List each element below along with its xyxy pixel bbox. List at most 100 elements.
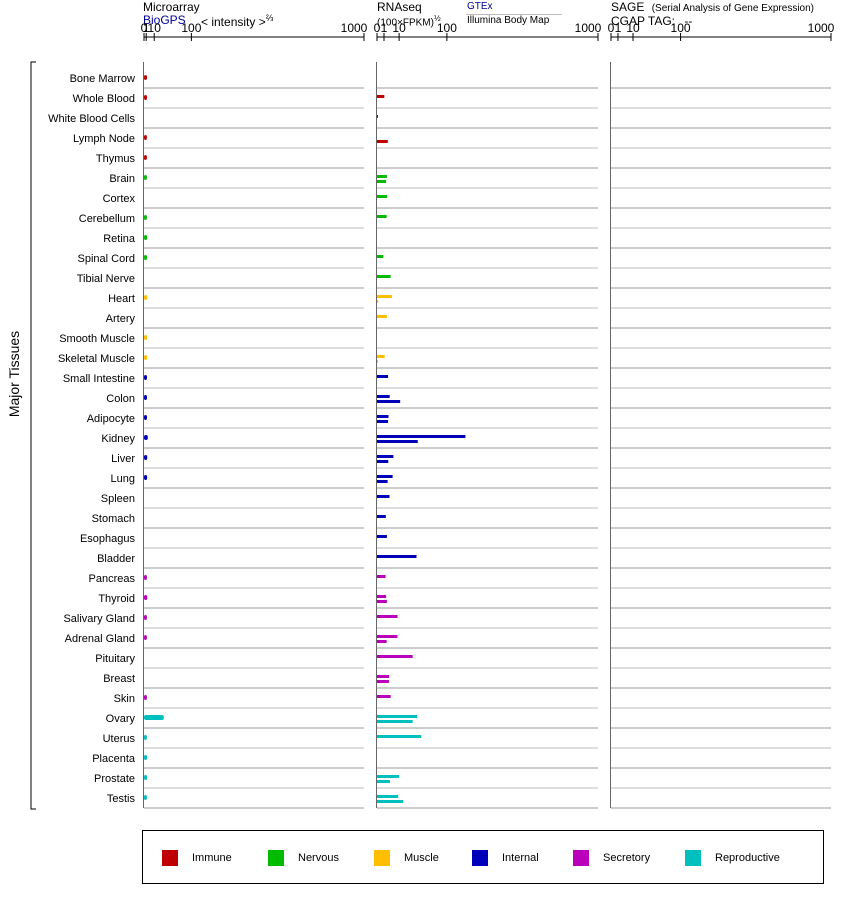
gtex-bar-whole-blood <box>377 95 385 98</box>
gtex-bar-kidney <box>377 435 466 438</box>
legend-swatch-internal <box>472 850 488 866</box>
microarray-bar-whole-blood <box>144 95 148 100</box>
tissue-label-skeletal-muscle: Skeletal Muscle <box>58 353 135 365</box>
tissue-label-white-blood-cells: White Blood Cells <box>48 113 135 125</box>
microarray-bar-bone-marrow <box>144 75 148 80</box>
tissue-label-bone-marrow: Bone Marrow <box>70 73 135 85</box>
gtex-bar-testis <box>377 795 399 798</box>
microarray-bar-small-intestine <box>144 375 148 380</box>
rnaseq-tick-label-1: 1 <box>381 21 388 35</box>
gtex-bar-tibial-nerve <box>377 275 391 278</box>
sage-text: SAGE <box>611 0 645 14</box>
illumina-bar-heart <box>377 300 379 303</box>
cgap-tag: CGAP TAG: -- <box>611 14 692 28</box>
microarray-bar-ovary <box>144 715 164 720</box>
microarray-bar-colon <box>144 395 148 400</box>
tissue-label-retina: Retina <box>103 233 136 245</box>
tissue-label-brain: Brain <box>109 173 135 185</box>
microarray-bar-skin <box>144 695 147 700</box>
biogps-link[interactable]: BioGPS <box>143 13 186 27</box>
tissue-label-liver: Liver <box>111 453 135 465</box>
tissue-label-cerebellum: Cerebellum <box>79 213 135 225</box>
illumina-label: Illumina Body Map <box>467 15 550 26</box>
legend-label-secretory: Secretory <box>603 852 651 864</box>
gtex-bar-cerebellum <box>377 215 387 218</box>
gtex-bar-spinal-cord <box>377 255 384 258</box>
intensity-exponent: ⅔ <box>265 13 274 23</box>
sage-tick-label-1: 1 <box>615 21 622 35</box>
gtex-bar-skin <box>377 695 391 698</box>
illumina-bar-kidney <box>377 440 418 443</box>
tissue-label-placenta: Placenta <box>92 753 136 765</box>
gtex-bar-small-intestine <box>377 375 389 378</box>
illumina-bar-colon <box>377 400 401 403</box>
tissue-label-kidney: Kidney <box>101 433 135 445</box>
gtex-bar-white-blood-cells <box>377 115 378 118</box>
intensity-label: < intensity >⅔ <box>201 13 273 29</box>
microarray-bar-lung <box>144 475 148 480</box>
microarray-bar-heart <box>144 295 148 300</box>
illumina-bar-ovary <box>377 720 413 723</box>
sage-tick-label-0: 0 <box>608 21 615 35</box>
sage-tick-label-4: 1000 <box>808 21 835 35</box>
sage-tick-label-2: 10 <box>626 21 640 35</box>
tissue-label-breast: Breast <box>103 673 135 685</box>
microarray-bar-liver <box>144 455 148 460</box>
microarray-bar-salivary-gland <box>144 615 147 620</box>
legend: Immune Nervous Muscle Internal Secretory Repr… <box>142 830 824 884</box>
gtex-bar-pituitary <box>377 655 413 658</box>
microarray-title: Microarray <box>143 0 200 14</box>
microarray-bar-kidney <box>144 435 148 440</box>
tissue-label-ovary: Ovary <box>106 713 136 725</box>
tissue-label-stomach: Stomach <box>92 513 135 525</box>
gtex-link[interactable]: GTEx <box>467 1 493 12</box>
microarray-bar-spinal-cord <box>144 255 148 260</box>
tissue-label-heart: Heart <box>108 293 135 305</box>
cgap-value: -- <box>684 14 693 28</box>
microarray-bar-cerebellum <box>144 215 147 220</box>
rnaseq-title: RNAseq <box>377 0 422 14</box>
y-axis-bracket <box>30 61 36 810</box>
tissue-label-artery: Artery <box>106 313 136 325</box>
illumina-bar-prostate <box>377 780 390 783</box>
microarray-bar-adipocyte <box>144 415 148 420</box>
sage-title: SAGE (Serial Analysis of Gene Expression… <box>611 0 814 14</box>
microarray-bar-brain <box>144 175 147 180</box>
gtex-bar-lung <box>377 475 393 478</box>
illumina-bar-thyroid <box>377 600 387 603</box>
gtex-bar-heart <box>377 295 392 298</box>
legend-swatch-immune <box>162 850 178 866</box>
tissue-label-pituitary: Pituitary <box>95 653 135 665</box>
tissue-label-smooth-muscle: Smooth Muscle <box>59 333 135 345</box>
tissue-label-small-intestine: Small Intestine <box>63 373 135 385</box>
tissue-label-uterus: Uterus <box>103 733 136 745</box>
gtex-bar-spleen <box>377 495 390 498</box>
intensity-text: < intensity > <box>201 15 266 29</box>
illumina-bar-brain <box>377 180 387 183</box>
microarray-bar-placenta <box>144 755 148 760</box>
illumina-bar-lymph-node <box>377 140 388 143</box>
microarray-bar-pancreas <box>144 575 147 580</box>
microarray-tick-label-4: 1000 <box>341 21 368 35</box>
microarray-bar-thymus <box>144 155 147 160</box>
legend-swatch-secretory <box>573 850 589 866</box>
illumina-bar-liver <box>377 460 389 463</box>
gtex-bar-prostate <box>377 775 400 778</box>
tissue-label-spleen: Spleen <box>101 493 135 505</box>
legend-label-internal: Internal <box>502 852 539 864</box>
rnaseq-tick-label-2: 10 <box>392 21 406 35</box>
microarray-bar-smooth-muscle <box>144 335 148 340</box>
gtex-bar-cortex <box>377 195 388 198</box>
legend-swatch-reproductive <box>685 850 701 866</box>
tissue-label-colon: Colon <box>106 393 135 405</box>
legend-label-muscle: Muscle <box>404 852 439 864</box>
legend-label-nervous: Nervous <box>298 852 339 864</box>
gtex-bar-artery <box>377 315 387 318</box>
microarray-bar-skeletal-muscle <box>144 355 148 360</box>
microarray-tick-label-2: 10 <box>148 21 162 35</box>
gtex-bar-ovary <box>377 715 418 718</box>
illumina-bar-skeletal-muscle <box>377 360 378 363</box>
gtex-bar-adipocyte <box>377 415 389 418</box>
microarray-tick-label-3: 100 <box>181 21 201 35</box>
gtex-bar-skeletal-muscle <box>377 355 385 358</box>
